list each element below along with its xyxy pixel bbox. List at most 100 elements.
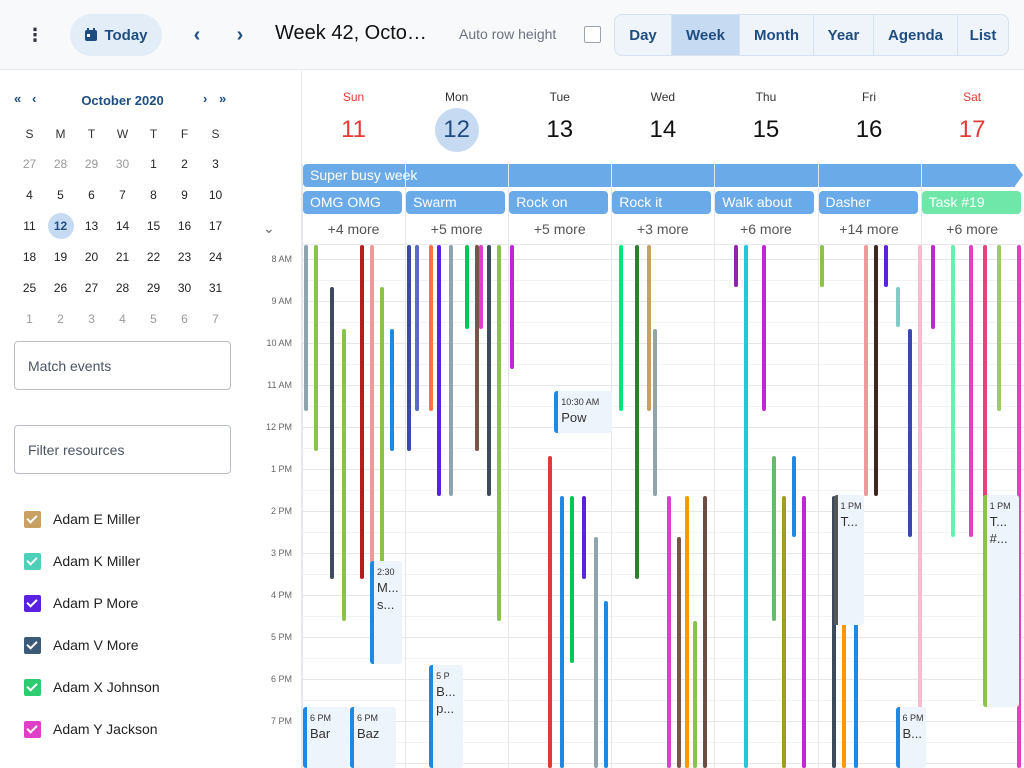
resource-checkbox[interactable] [24,594,41,612]
chevron-left-icon[interactable]: ‹ [32,91,37,106]
resource-item[interactable]: Adam K Miller [24,540,284,582]
event-card[interactable]: 6 PM B... [895,707,926,768]
mini-calendar-day[interactable]: 1 [138,157,169,171]
mini-calendar-day[interactable]: 2 [45,312,76,326]
view-agenda-button[interactable]: Agenda [874,15,958,55]
mini-calendar-day[interactable]: 18 [14,250,45,264]
mini-calendar-day[interactable]: 29 [76,157,107,171]
event-bar[interactable] [604,601,609,768]
more-events-link[interactable]: +6 more [740,221,792,237]
mini-calendar-day[interactable]: 16 [169,219,200,233]
event-bar[interactable] [594,537,599,768]
event-bar[interactable] [982,245,987,537]
event-card[interactable]: 1 PM T... [833,495,864,625]
view-list-button[interactable]: List [969,26,997,44]
mini-calendar-day[interactable]: 3 [200,157,231,171]
multi-day-event[interactable]: Super busy week [303,164,1015,187]
event-bar[interactable] [762,245,767,411]
event-bar[interactable] [1016,245,1021,768]
mini-calendar-day[interactable]: 13 [76,219,107,233]
mini-calendar-day[interactable]: 31 [200,281,231,295]
mini-calendar-day[interactable]: 7 [200,312,231,326]
more-events-link[interactable]: +4 more [327,221,380,237]
mini-calendar-day[interactable]: 29 [138,281,169,295]
resource-checkbox[interactable] [24,510,41,528]
event-card[interactable]: 1 PM T... #... [982,495,1019,707]
event-bar[interactable] [996,245,1001,411]
allday-event[interactable]: Rock on [509,191,609,214]
mini-calendar-day[interactable]: 28 [45,157,76,171]
event-bar[interactable] [635,245,640,579]
event-bar[interactable] [449,245,454,496]
event-bar[interactable] [863,245,868,496]
view-month-button[interactable]: Month [740,15,814,55]
event-bar[interactable] [693,621,698,768]
event-bar[interactable] [873,245,878,496]
event-bar[interactable] [330,287,334,579]
today-button[interactable]: Today [70,14,162,56]
mini-calendar-day[interactable]: 15 [138,219,169,233]
chevron-left-icon[interactable]: ‹ [193,23,201,46]
allday-event[interactable]: OMG OMG [303,191,403,214]
event-card[interactable]: 6 PM Baz [350,707,396,768]
mini-calendar-day[interactable]: 2 [169,157,200,171]
view-day-button[interactable]: Day [615,15,672,55]
event-bar[interactable] [487,245,492,496]
mini-calendar-day[interactable]: 9 [169,188,200,202]
event-bar[interactable] [667,496,672,768]
event-bar[interactable] [497,245,502,621]
event-bar[interactable] [853,579,858,768]
day-header[interactable]: Wed 14 [611,71,714,163]
mini-calendar-day[interactable]: 24 [200,250,231,264]
event-bar[interactable] [429,245,434,411]
chevron-right-icon[interactable]: › [236,23,244,46]
mini-calendar-day[interactable]: 26 [45,281,76,295]
event-bar[interactable] [950,245,955,537]
more-events-link[interactable]: +5 more [533,221,586,237]
mini-calendar-day[interactable]: 28 [107,281,138,295]
more-vertical-icon[interactable]: ⋮ [26,24,44,45]
event-bar[interactable] [510,245,515,369]
event-bar[interactable] [895,287,900,327]
event-bar[interactable] [647,245,652,411]
event-bar[interactable] [407,245,412,451]
resource-checkbox[interactable] [24,720,41,738]
chevron-down-icon[interactable]: ⌄ [263,220,275,236]
resource-item[interactable]: Adam E Miller [24,498,284,540]
event-bar[interactable] [883,245,888,287]
day-header[interactable]: Thu 15 [714,71,817,163]
match-events-input[interactable]: Match events [14,341,231,390]
allday-event[interactable]: Task #19 [921,191,1021,214]
day-header[interactable]: Tue 13 [508,71,611,163]
mini-calendar-day[interactable]: 7 [107,188,138,202]
allday-event[interactable]: Rock it [612,191,712,214]
event-bar[interactable] [342,329,346,621]
mini-calendar-day[interactable]: 22 [138,250,169,264]
event-bar[interactable] [380,287,384,621]
mini-calendar-day[interactable]: 21 [107,250,138,264]
event-bar[interactable] [907,329,912,537]
event-bar[interactable] [802,496,807,768]
event-bar[interactable] [677,537,682,768]
event-bar[interactable] [917,245,922,768]
mini-calendar-day[interactable]: 27 [14,157,45,171]
mini-calendar-day[interactable]: 17 [200,219,231,233]
resource-checkbox[interactable] [24,636,41,654]
mini-calendar-day[interactable]: 20 [76,250,107,264]
event-bar[interactable] [819,245,824,287]
mini-calendar-day[interactable]: 27 [76,281,107,295]
double-chevron-right-icon[interactable]: » [219,91,227,106]
event-bar[interactable] [360,245,364,579]
allday-event[interactable]: Dasher [818,191,918,214]
event-bar[interactable] [570,496,575,663]
view-year-button[interactable]: Year [814,15,874,55]
filter-resources-input[interactable]: Filter resources [14,425,231,474]
resource-checkbox[interactable] [24,552,41,570]
mini-calendar-day[interactable]: 4 [107,312,138,326]
event-card[interactable]: 6 PM Bar [303,707,349,768]
mini-calendar-day[interactable]: 19 [45,250,76,264]
resource-item[interactable]: Adam X Johnson [24,666,284,708]
mini-calendar-day[interactable]: 1 [14,312,45,326]
event-bar[interactable] [841,537,846,768]
more-events-link[interactable]: +6 more [946,221,999,237]
